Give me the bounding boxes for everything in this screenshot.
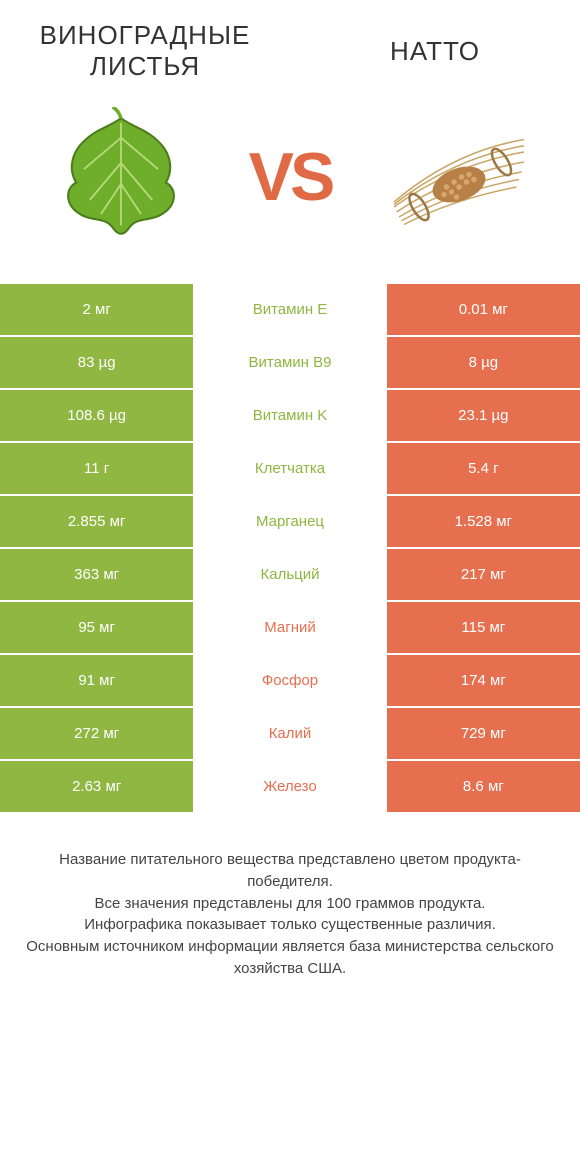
right-value: 115 мг xyxy=(387,602,580,653)
footer-line-3: Инфографика показывает только существенн… xyxy=(25,914,555,936)
titles-row: ВИНОГРАДНЫЕ ЛИСТЬЯ НАТТО xyxy=(0,0,580,92)
right-value: 1.528 мг xyxy=(387,496,580,547)
left-value: 91 мг xyxy=(0,655,193,706)
right-value: 5.4 г xyxy=(387,443,580,494)
table-row: 363 мгКальций217 мг xyxy=(0,549,580,602)
comparison-table: 2 мгВитамин E0.01 мг83 µgВитамин B98 µg1… xyxy=(0,282,580,814)
left-value: 108.6 µg xyxy=(0,390,193,441)
footer-line-4: Основным источником информации является … xyxy=(25,936,555,980)
nutrient-label: Витамин E xyxy=(193,284,386,335)
nutrient-label: Клетчатка xyxy=(193,443,386,494)
left-value: 2.855 мг xyxy=(0,496,193,547)
table-row: 108.6 µgВитамин K23.1 µg xyxy=(0,390,580,443)
right-value: 174 мг xyxy=(387,655,580,706)
nutrient-label: Фосфор xyxy=(193,655,386,706)
right-product-image xyxy=(384,102,534,252)
nutrient-label: Кальций xyxy=(193,549,386,600)
footer-line-1: Название питательного вещества представл… xyxy=(25,849,555,893)
table-row: 2.63 мгЖелезо8.6 мг xyxy=(0,761,580,814)
left-product-image xyxy=(46,102,196,252)
nutrient-label: Железо xyxy=(193,761,386,812)
right-value: 217 мг xyxy=(387,549,580,600)
left-value: 95 мг xyxy=(0,602,193,653)
right-value: 0.01 мг xyxy=(387,284,580,335)
table-row: 272 мгКалий729 мг xyxy=(0,708,580,761)
nutrient-label: Витамин B9 xyxy=(193,337,386,388)
table-row: 95 мгМагний115 мг xyxy=(0,602,580,655)
nutrient-label: Калий xyxy=(193,708,386,759)
table-row: 11 гКлетчатка5.4 г xyxy=(0,443,580,496)
right-value: 23.1 µg xyxy=(387,390,580,441)
nutrient-label: Марганец xyxy=(193,496,386,547)
left-value: 83 µg xyxy=(0,337,193,388)
nutrient-label: Магний xyxy=(193,602,386,653)
footer-text: Название питательного вещества представл… xyxy=(0,814,580,980)
table-row: 83 µgВитамин B98 µg xyxy=(0,337,580,390)
table-row: 91 мгФосфор174 мг xyxy=(0,655,580,708)
table-row: 2 мгВитамин E0.01 мг xyxy=(0,284,580,337)
left-value: 2.63 мг xyxy=(0,761,193,812)
left-value: 272 мг xyxy=(0,708,193,759)
nutrient-label: Витамин K xyxy=(193,390,386,441)
footer-line-2: Все значения представлены для 100 граммо… xyxy=(25,893,555,915)
images-row: VS xyxy=(0,92,580,282)
left-value: 11 г xyxy=(0,443,193,494)
right-product-title: НАТТО xyxy=(290,20,580,82)
left-value: 2 мг xyxy=(0,284,193,335)
right-value: 8.6 мг xyxy=(387,761,580,812)
right-value: 8 µg xyxy=(387,337,580,388)
vs-label: VS xyxy=(249,138,332,216)
left-value: 363 мг xyxy=(0,549,193,600)
table-row: 2.855 мгМарганец1.528 мг xyxy=(0,496,580,549)
right-value: 729 мг xyxy=(387,708,580,759)
left-product-title: ВИНОГРАДНЫЕ ЛИСТЬЯ xyxy=(0,20,290,82)
